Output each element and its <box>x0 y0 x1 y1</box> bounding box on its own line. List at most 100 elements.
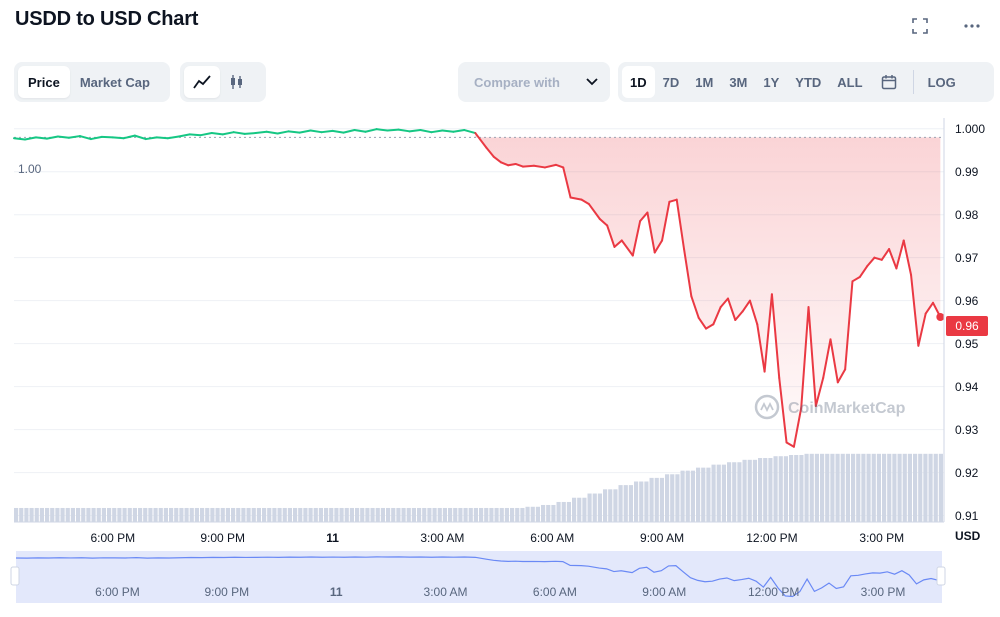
volume-bar <box>711 464 716 522</box>
price-line-down <box>697 316 708 330</box>
navigator-right-handle[interactable] <box>936 566 946 586</box>
volume-bar <box>158 507 163 522</box>
calendar-button[interactable] <box>871 66 907 98</box>
y-tick-label: 1.000 <box>955 121 986 136</box>
navigator-left-handle[interactable] <box>10 566 20 586</box>
price-line-up <box>155 136 169 140</box>
price-line-down <box>606 224 616 248</box>
price-line-down <box>631 220 642 257</box>
volume-bar <box>887 453 892 522</box>
volume-bar <box>530 506 535 522</box>
range-1d[interactable]: 1D <box>622 66 655 98</box>
volume-bar <box>70 507 75 522</box>
volume-bar <box>644 481 649 522</box>
price-line-down <box>888 248 898 270</box>
volume-bar <box>923 453 928 522</box>
fullscreen-icon[interactable] <box>908 14 932 38</box>
volume-bar <box>169 507 174 522</box>
candlestick-button[interactable] <box>220 66 254 98</box>
volume-bar <box>861 453 866 522</box>
volume-bar <box>107 507 112 522</box>
watermark-text: CoinMarketCap <box>788 400 906 417</box>
price-line-down <box>675 198 686 251</box>
volume-bar <box>453 507 458 522</box>
volume-bar <box>24 507 29 522</box>
navigator-selection <box>16 551 942 603</box>
range-1y[interactable]: 1Y <box>763 74 780 90</box>
volume-bar <box>194 507 199 522</box>
range-7d[interactable]: 7D <box>662 74 680 90</box>
volume-bar <box>494 507 499 522</box>
volume-bar <box>60 507 65 522</box>
range-all[interactable]: ALL <box>837 74 863 90</box>
y-tick-label: 0.97 <box>955 250 979 265</box>
volume-bar <box>127 507 132 522</box>
volume-bar <box>742 459 747 522</box>
price-line-down <box>712 306 722 326</box>
volume-bar <box>256 507 261 522</box>
price-line-up <box>34 136 48 140</box>
volume-bar <box>499 507 504 522</box>
compare-with-select[interactable]: Compare with <box>458 62 610 102</box>
volume-bar <box>442 507 447 522</box>
volume-bar <box>768 458 773 522</box>
line-chart-button[interactable] <box>184 66 220 98</box>
price-line-down <box>521 164 535 168</box>
price-line-up <box>276 130 290 135</box>
market-cap-tab[interactable]: Market Cap <box>79 74 150 90</box>
more-icon[interactable] <box>960 14 984 38</box>
price-line-up <box>111 136 125 140</box>
price-line-up <box>309 129 323 134</box>
price-line-up <box>122 134 136 140</box>
price-line-down <box>562 166 572 199</box>
log-scale-button[interactable]: LOG <box>927 74 956 90</box>
price-line-up <box>254 130 268 135</box>
volume-bar <box>613 489 618 522</box>
price-tab[interactable]: Price <box>18 66 70 98</box>
price-line-down <box>653 239 664 254</box>
volume-bar <box>86 507 91 522</box>
price-line-down <box>543 163 557 169</box>
price-line-down <box>763 293 773 373</box>
volume-bar <box>835 453 840 522</box>
volume-bar <box>670 474 675 522</box>
volume-bar <box>696 467 701 522</box>
volume-bar <box>654 477 659 522</box>
volume-bar <box>721 464 726 522</box>
volume-bar <box>34 507 39 522</box>
price-line-down <box>748 299 759 326</box>
range-1m[interactable]: 1M <box>695 74 714 90</box>
volume-bar <box>572 497 577 522</box>
price-line-down <box>661 200 671 242</box>
price-line-up <box>199 132 213 137</box>
volume-bar <box>623 485 628 522</box>
calendar-icon <box>881 75 896 90</box>
volume-bar <box>577 497 582 522</box>
price-line-down <box>580 198 590 205</box>
x-tick-label: 6:00 AM <box>530 531 575 545</box>
volume-bar <box>117 507 122 522</box>
price-line-up <box>419 129 433 134</box>
volume-bar <box>360 507 365 522</box>
volume-bar <box>608 489 613 522</box>
volume-bar <box>799 455 804 522</box>
price-line-down <box>532 164 546 169</box>
volume-bar <box>458 507 463 522</box>
price-line-up <box>353 129 367 133</box>
range-ytd[interactable]: YTD <box>795 74 822 90</box>
price-line-down <box>598 218 609 227</box>
price-line-down <box>668 198 678 203</box>
volume-bar <box>866 453 871 522</box>
volume-bar <box>282 507 287 522</box>
price-line-down <box>792 407 803 448</box>
price-line-up <box>188 133 202 137</box>
range-3m[interactable]: 3M <box>729 74 748 90</box>
price-line-down <box>569 196 583 201</box>
volume-bar <box>675 474 680 522</box>
price-line-down <box>778 377 788 444</box>
volume-bar <box>76 507 81 522</box>
volume-bar <box>463 507 468 522</box>
volume-bar <box>448 507 453 522</box>
navigator-tick-label: 3:00 PM <box>860 585 906 599</box>
x-tick-label: 9:00 AM <box>640 531 685 545</box>
